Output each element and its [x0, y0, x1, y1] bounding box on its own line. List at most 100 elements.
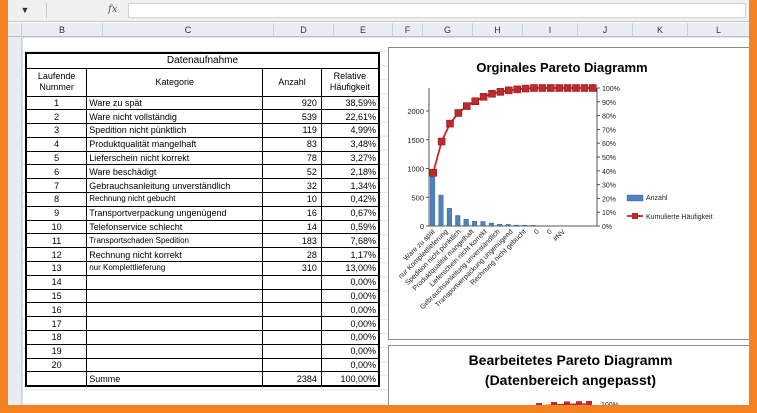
cell-anzahl[interactable]: 920 — [262, 95, 322, 111]
cell-nr[interactable]: 13 — [25, 261, 88, 276]
cell-kategorie[interactable]: Ware zu spät — [86, 95, 264, 111]
column-header-h[interactable]: H — [473, 23, 523, 37]
cell-nr[interactable]: 6 — [25, 164, 88, 180]
cell-nr[interactable]: 9 — [25, 205, 88, 221]
cell-relativ[interactable]: 1,17% — [320, 247, 380, 263]
name-box[interactable]: ▼ — [8, 2, 42, 18]
cell-kategorie[interactable] — [86, 343, 264, 359]
cell-nr[interactable]: 19 — [25, 343, 88, 359]
cell-kategorie[interactable]: Produktqualität mangelhaft — [86, 136, 264, 152]
header-kategorie[interactable]: Kategorie — [86, 67, 264, 97]
column-header-b[interactable]: B — [22, 23, 103, 37]
cell-anzahl[interactable]: 183 — [262, 233, 322, 249]
cell-kategorie[interactable]: Rechnung nicht korrekt — [86, 247, 264, 263]
cell-anzahl[interactable]: 119 — [262, 123, 322, 138]
cell-kategorie[interactable]: Telefonservice schlecht — [86, 219, 264, 235]
cell-nr[interactable]: 11 — [25, 233, 88, 249]
cell-anzahl[interactable]: 310 — [262, 261, 322, 276]
cell-relativ[interactable]: 38,59% — [320, 95, 380, 111]
cell-nr[interactable]: 16 — [25, 302, 88, 318]
cell-kategorie[interactable]: Gebrauchsanleitung unverständlich — [86, 178, 264, 194]
cell-anzahl[interactable]: 32 — [262, 178, 322, 194]
cell-relativ[interactable]: 0,59% — [320, 219, 380, 235]
column-header-g[interactable]: G — [423, 23, 473, 37]
cell-kategorie[interactable]: Ware nicht vollständig — [86, 109, 264, 125]
sum-anzahl[interactable]: 2384 — [262, 371, 322, 387]
cell-kategorie[interactable]: Spedition nicht pünktlich — [86, 123, 264, 138]
column-header-f[interactable]: F — [393, 23, 423, 37]
cell-relativ[interactable]: 7,68% — [320, 233, 380, 249]
cell-nr[interactable]: 1 — [25, 95, 88, 111]
cell-nr[interactable]: 20 — [25, 357, 88, 373]
column-header-k[interactable]: K — [633, 23, 688, 37]
column-header-j[interactable]: J — [578, 23, 633, 37]
cell-nr[interactable]: 10 — [25, 219, 88, 235]
pareto-chart-original[interactable]: Orginales Pareto Diagramm 0 500 1000 1500 200… — [388, 47, 749, 340]
cell-kategorie[interactable] — [86, 302, 264, 318]
sum-empty-cell[interactable] — [25, 371, 88, 387]
cell-nr[interactable]: 14 — [25, 274, 88, 290]
cell-nr[interactable]: 12 — [25, 247, 88, 263]
cell-anzahl[interactable]: 83 — [262, 136, 322, 152]
cell-nr[interactable]: 2 — [25, 109, 88, 125]
cell-relativ[interactable]: 0,00% — [320, 330, 380, 345]
cell-relativ[interactable]: 0,00% — [320, 357, 380, 373]
cell-anzahl[interactable]: 28 — [262, 247, 322, 263]
cell-kategorie[interactable]: nur Komplettlieferung — [86, 261, 264, 276]
cell-kategorie[interactable] — [86, 288, 264, 304]
sum-relativ[interactable]: 100,00% — [320, 371, 380, 387]
cell-anzahl[interactable]: 52 — [262, 164, 322, 180]
cell-relativ[interactable]: 0,00% — [320, 302, 380, 318]
cell-anzahl[interactable] — [262, 357, 322, 373]
header-nr[interactable]: Laufende Nummer — [25, 67, 88, 97]
cell-nr[interactable]: 17 — [25, 316, 88, 332]
column-header-e[interactable]: E — [334, 23, 393, 37]
cell-relativ[interactable]: 13,00% — [320, 261, 380, 276]
cell-kategorie[interactable]: Transportschaden Spedition — [86, 233, 264, 249]
cell-nr[interactable]: 7 — [25, 178, 88, 194]
cell-anzahl[interactable] — [262, 274, 322, 290]
cell-kategorie[interactable] — [86, 316, 264, 332]
cell-nr[interactable]: 4 — [25, 136, 88, 152]
cell-nr[interactable]: 5 — [25, 150, 88, 166]
cell-relativ[interactable]: 0,67% — [320, 205, 380, 221]
column-header-i[interactable]: I — [523, 23, 578, 37]
row-header-bar[interactable] — [8, 37, 22, 405]
cell-anzahl[interactable]: 539 — [262, 109, 322, 125]
cell-anzahl[interactable]: 14 — [262, 219, 322, 235]
cell-nr[interactable]: 3 — [25, 123, 88, 138]
cell-anzahl[interactable]: 16 — [262, 205, 322, 221]
table-title[interactable]: Datenaufnahme — [25, 52, 380, 69]
cell-relativ[interactable]: 3,27% — [320, 150, 380, 166]
cell-kategorie[interactable]: Ware beschädigt — [86, 164, 264, 180]
fx-icon[interactable]: fx — [108, 4, 118, 15]
cell-anzahl[interactable] — [262, 288, 322, 304]
column-header-c[interactable]: C — [103, 23, 274, 37]
cell-relativ[interactable]: 0,00% — [320, 316, 380, 332]
cell-relativ[interactable]: 0,00% — [320, 274, 380, 290]
cell-relativ[interactable]: 3,48% — [320, 136, 380, 152]
column-header-l[interactable]: L — [715, 25, 721, 35]
cell-nr[interactable]: 8 — [25, 192, 88, 207]
pareto-chart-edited[interactable]: Bearbeitetes Pareto Diagramm (Datenberei… — [388, 345, 749, 405]
select-all-corner[interactable] — [8, 23, 22, 37]
cell-relativ[interactable]: 22,61% — [320, 109, 380, 125]
cell-relativ[interactable]: 0,00% — [320, 343, 380, 359]
formula-input[interactable] — [128, 3, 746, 18]
cell-kategorie[interactable]: Transportverpackung ungenügend — [86, 205, 264, 221]
cell-kategorie[interactable] — [86, 357, 264, 373]
cell-relativ[interactable]: 1,34% — [320, 178, 380, 194]
cell-nr[interactable]: 18 — [25, 330, 88, 345]
cell-anzahl[interactable] — [262, 343, 322, 359]
cell-kategorie[interactable]: Lieferschein nicht korrekt — [86, 150, 264, 166]
cell-kategorie[interactable] — [86, 330, 264, 345]
cell-anzahl[interactable]: 10 — [262, 192, 322, 207]
cell-relativ[interactable]: 0,42% — [320, 192, 380, 207]
cell-anzahl[interactable] — [262, 330, 322, 345]
sum-label[interactable]: Summe — [86, 371, 264, 387]
cell-relativ[interactable]: 2,18% — [320, 164, 380, 180]
cell-anzahl[interactable]: 78 — [262, 150, 322, 166]
header-relativ[interactable]: Relative Häufigkeit — [320, 67, 380, 97]
cell-kategorie[interactable]: Rechnung nicht gebucht — [86, 192, 264, 207]
column-header-d[interactable]: D — [274, 23, 334, 37]
